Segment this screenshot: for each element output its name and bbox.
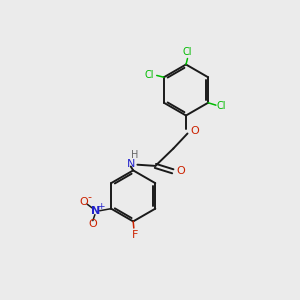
Text: O: O — [88, 219, 97, 229]
Text: O: O — [190, 126, 199, 136]
Text: N: N — [127, 159, 135, 170]
Text: N: N — [91, 206, 100, 216]
Text: +: + — [97, 202, 104, 211]
Text: O: O — [80, 197, 88, 207]
Text: F: F — [131, 230, 138, 240]
Text: Cl: Cl — [183, 47, 192, 57]
Text: Cl: Cl — [217, 101, 226, 111]
Text: H: H — [131, 151, 138, 160]
Text: -: - — [88, 192, 92, 202]
Text: O: O — [176, 166, 185, 176]
Text: Cl: Cl — [145, 70, 154, 80]
